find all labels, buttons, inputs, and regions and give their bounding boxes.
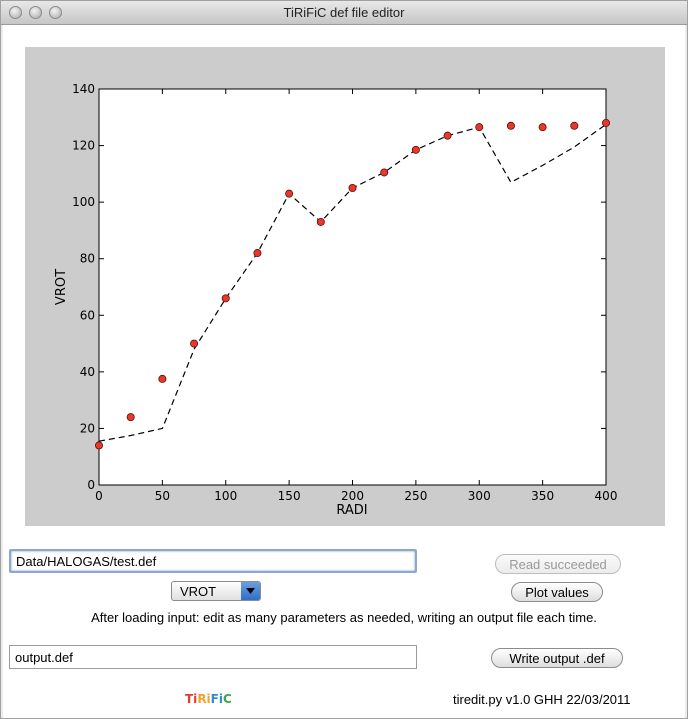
y-tick-label: 100 — [72, 195, 95, 209]
data-point — [475, 123, 484, 132]
y-tick-label: 20 — [80, 421, 95, 435]
data-point — [570, 121, 579, 130]
data-point — [411, 145, 420, 154]
input-file-field[interactable] — [9, 549, 417, 573]
close-window-button[interactable] — [9, 6, 22, 19]
plot-panel: 0 20 40 60 80 100 120 140 0 50 100 150 200 250 300 350… — [25, 47, 665, 526]
x-tick-label: 0 — [95, 489, 103, 503]
data-point — [158, 374, 167, 383]
select-arrow — [241, 582, 260, 600]
minimize-window-button[interactable] — [29, 6, 42, 19]
window-content: 0 20 40 60 80 100 120 140 0 50 100 150 200 250 300 350… — [3, 25, 685, 718]
tirific-logo: TiRiFiC — [185, 692, 232, 706]
data-point — [126, 413, 135, 422]
data-point — [443, 131, 452, 140]
plot-area — [98, 88, 607, 486]
data-point — [380, 168, 389, 177]
data-point — [190, 339, 199, 348]
data-point — [285, 189, 294, 198]
x-axis-label: RADI — [336, 503, 367, 518]
y-tick-label: 120 — [72, 139, 95, 153]
y-tick-label: 60 — [80, 308, 95, 322]
y-tick-label: 140 — [72, 82, 95, 96]
data-point — [95, 441, 104, 450]
parameter-select-value: VROT — [180, 584, 217, 599]
chevron-down-icon — [246, 588, 255, 594]
read-status-button[interactable]: Read succeeded — [495, 554, 621, 574]
x-tick-label: 150 — [278, 489, 301, 503]
x-tick-label: 200 — [341, 489, 364, 503]
y-tick-label: 40 — [80, 365, 95, 379]
vrot-radi-chart: 0 20 40 60 80 100 120 140 0 50 100 150 200 250 300 350… — [54, 82, 618, 518]
y-tick-label: 80 — [80, 252, 95, 266]
x-tick-label: 400 — [595, 489, 618, 503]
data-point — [221, 294, 230, 303]
data-point — [253, 249, 262, 258]
x-tick-label: 350 — [531, 489, 554, 503]
x-tick-label: 250 — [404, 489, 427, 503]
title-bar: TiRiFiC def file editor — [1, 1, 687, 25]
output-file-field[interactable] — [9, 645, 417, 669]
parameter-select[interactable]: VROT — [171, 581, 261, 601]
x-tick-label: 50 — [155, 489, 170, 503]
write-output-button[interactable]: Write output .def — [491, 648, 623, 668]
x-tick-label: 300 — [468, 489, 491, 503]
data-point — [316, 217, 325, 226]
data-point — [538, 123, 547, 132]
y-tick-label: 0 — [87, 478, 95, 492]
plot-values-button[interactable]: Plot values — [511, 582, 603, 602]
data-point — [348, 183, 357, 192]
data-point — [602, 118, 611, 127]
zoom-window-button[interactable] — [49, 6, 62, 19]
window-title: TiRiFiC def file editor — [283, 5, 405, 20]
y-axis-label: VROT — [54, 269, 69, 305]
instructions-text: After loading input: edit as many parame… — [91, 610, 597, 625]
data-point — [506, 121, 515, 130]
x-tick-label: 100 — [214, 489, 237, 503]
version-label: tiredit.py v1.0 GHH 22/03/2011 — [453, 692, 631, 707]
